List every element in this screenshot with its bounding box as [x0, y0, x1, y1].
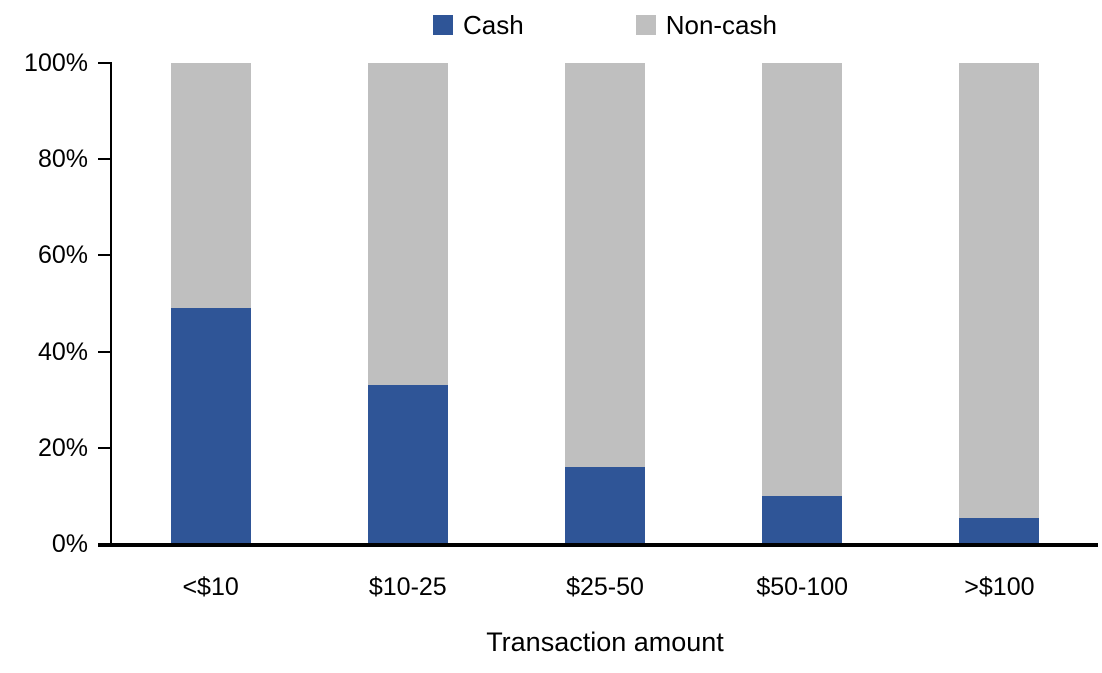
y-axis-tick [98, 158, 112, 161]
cash-legend-swatch-icon [433, 15, 453, 35]
x-axis-category-label: <$10 [182, 573, 239, 601]
y-axis-tick-label: 20% [37, 433, 88, 462]
x-axis-line [98, 543, 1098, 547]
bar-segment-non-cash [367, 63, 448, 386]
x-axis-category-label: >$100 [964, 573, 1035, 601]
noncash-legend-label: Non-cash [665, 10, 777, 40]
cash-legend-label: Cash [463, 10, 524, 40]
y-axis-tick-label: 60% [37, 241, 88, 270]
legend: Cash Non-cash [112, 10, 1098, 40]
y-axis-tick-label: 0% [51, 530, 88, 558]
legend-item-noncash: Non-cash [635, 10, 777, 40]
y-axis-tick [98, 446, 112, 449]
plot-area [98, 62, 1098, 547]
y-axis-tick [98, 62, 112, 64]
bar-segment-cash [762, 495, 843, 544]
noncash-legend-swatch-icon [635, 15, 656, 35]
y-axis-tick [98, 350, 112, 353]
bar-segment-cash [367, 385, 448, 544]
y-axis-line [110, 63, 112, 544]
x-axis-category-label: $10-25 [368, 573, 447, 601]
legend-item-cash: Cash [433, 10, 524, 40]
x-axis-category-label: $50-100 [756, 573, 849, 601]
x-axis-labels: <$10 $10-25 $25-50 $50-100 >$100 [112, 572, 1098, 606]
x-axis-category-label: $25-50 [566, 573, 644, 601]
bar-segment-cash [959, 517, 1040, 544]
y-axis-tick [98, 254, 112, 257]
bar-segment-non-cash [565, 63, 645, 468]
bar-segment-non-cash [959, 63, 1040, 518]
bar-segment-non-cash [762, 63, 843, 496]
bar-segment-non-cash [170, 63, 251, 309]
x-axis-title: Transaction amount [486, 627, 724, 657]
bar-segment-cash [170, 308, 251, 544]
bar-segment-cash [565, 467, 645, 544]
y-axis-tick-label: 40% [37, 337, 88, 366]
y-axis-tick-label: 80% [37, 145, 88, 174]
y-axis-tick-label: 100% [24, 49, 88, 77]
